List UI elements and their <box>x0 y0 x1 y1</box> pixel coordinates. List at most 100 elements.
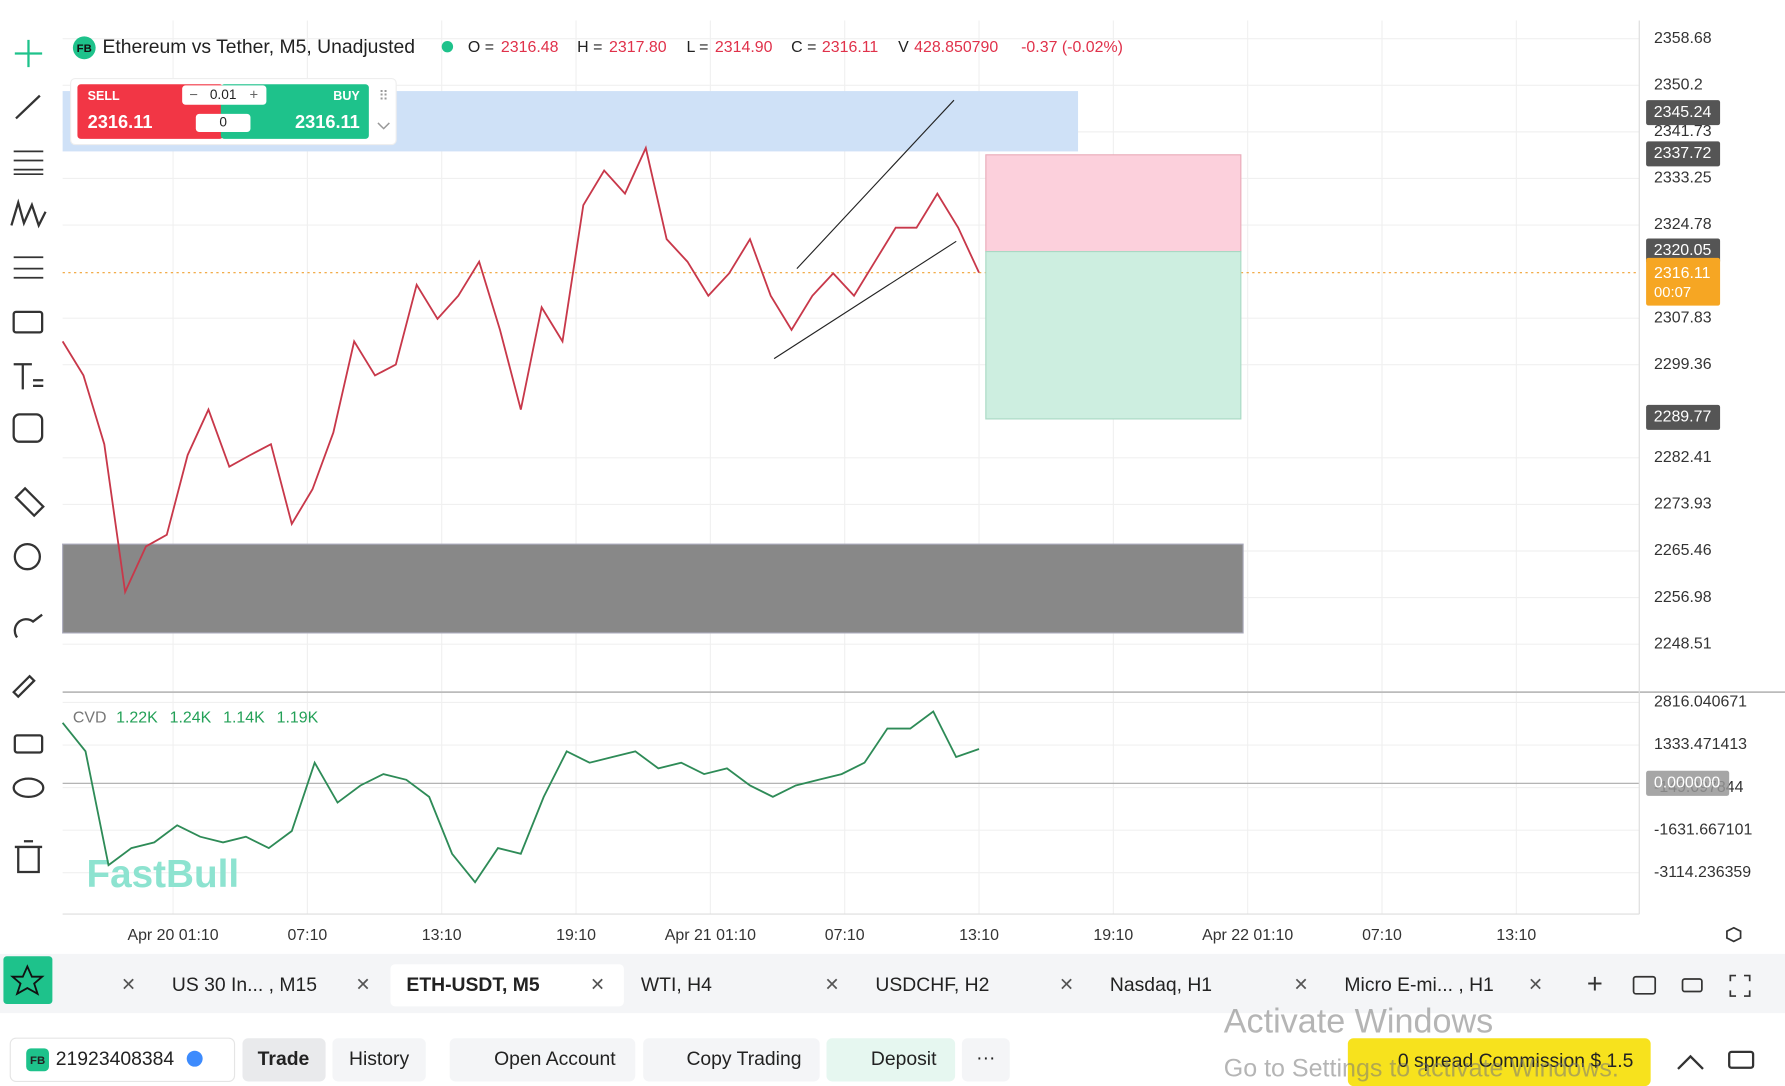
tab-close[interactable]: ✕ <box>1528 975 1543 995</box>
ohlc-value: 2314.90 <box>715 39 773 56</box>
y-tick-label: 1333.471413 <box>1654 736 1747 753</box>
cvd-legend-value: 1.14K <box>223 710 265 727</box>
fib-tool[interactable] <box>13 150 44 176</box>
y-tick-label: 2265.46 <box>1654 542 1712 559</box>
tab-label[interactable]: ETH-USDT, M5 <box>406 974 540 996</box>
x-tick-label: Apr 20 01:10 <box>127 927 218 944</box>
ohlc-label: C = <box>791 39 816 56</box>
zoom-tool[interactable] <box>13 543 42 571</box>
zero-tag <box>1646 770 1730 796</box>
sell-label: SELL <box>88 89 120 103</box>
change: -0.37 (-0.02%) <box>1021 39 1123 56</box>
lot-plus[interactable]: + <box>250 88 259 104</box>
lot-minus[interactable]: − <box>189 88 198 104</box>
promo-banner[interactable] <box>1347 1038 1651 1086</box>
y-tick-label: 2333.25 <box>1654 170 1712 187</box>
window-button[interactable] <box>1681 978 1703 993</box>
tab-label[interactable]: Nasdaq, H1 <box>1110 974 1212 996</box>
open-account-button[interactable] <box>449 1038 636 1082</box>
windows-title: Activate Windows <box>1224 1002 1493 1040</box>
text-tool[interactable] <box>13 363 44 390</box>
deposit-button[interactable] <box>826 1038 956 1082</box>
ohlc-label: O = <box>468 39 494 56</box>
symbol[interactable]: Ethereum vs Tether, M5, Unadjusted <box>102 36 415 58</box>
ohlc-value: 2316.48 <box>501 39 559 56</box>
windows-subtitle: Go to Settings to activate Windows. <box>1224 1055 1619 1083</box>
logo-badge <box>72 36 96 60</box>
tab-close[interactable]: ✕ <box>121 975 136 995</box>
cvd-legend-value: 1.19K <box>277 710 319 727</box>
price-tag-label: 2320.05 <box>1654 242 1712 259</box>
tab-label[interactable]: Micro E-mi... , H1 <box>1344 974 1493 996</box>
fullscreen-button[interactable] <box>1729 974 1751 997</box>
magnet-tool[interactable] <box>13 613 43 639</box>
tab-label[interactable]: USDCHF, H2 <box>875 974 989 996</box>
ohlc-label: H = <box>577 39 602 56</box>
x-tick-label: 07:10 <box>1362 927 1402 944</box>
visibility-tool[interactable] <box>12 777 45 798</box>
tab-close[interactable]: ✕ <box>825 975 840 995</box>
stop-zone[interactable] <box>985 154 1242 253</box>
plots <box>61 145 980 884</box>
channel-tool[interactable] <box>13 256 44 279</box>
shape-tool[interactable] <box>12 310 44 334</box>
y-tick-label: -1631.667101 <box>1654 821 1752 838</box>
copy-trading-button[interactable] <box>643 1038 820 1082</box>
lock-drawing-tool[interactable] <box>12 674 36 699</box>
tab-label[interactable]: WTI, H4 <box>641 974 712 996</box>
collapse[interactable] <box>377 122 390 130</box>
trend-line[interactable] <box>796 99 955 270</box>
favorites[interactable] <box>3 956 53 1005</box>
x-tick-label: 13:10 <box>422 927 462 944</box>
ohlc-value: 2317.80 <box>609 39 667 56</box>
ohlc-label: V <box>898 39 909 56</box>
buy-label: BUY <box>333 89 360 103</box>
y-tick-label: 2299.36 <box>1654 356 1712 373</box>
account-box[interactable] <box>9 1037 236 1083</box>
line-tool[interactable] <box>15 94 41 120</box>
spread-box <box>195 113 251 133</box>
ruler-tool[interactable] <box>14 486 45 518</box>
x-tick-label: 19:10 <box>556 927 596 944</box>
history-button[interactable] <box>332 1038 426 1082</box>
ohlc-value: 428.850790 <box>914 39 998 56</box>
sticker-tool[interactable] <box>12 413 44 443</box>
x-tick-label: Apr 22 01:10 <box>1202 927 1293 944</box>
tab-close[interactable]: ✕ <box>1059 975 1074 995</box>
settings[interactable] <box>1726 926 1742 943</box>
current-price-label: 2316.11 <box>1654 265 1711 282</box>
add-tab[interactable]: + <box>1587 968 1603 999</box>
tab-label[interactable]: US 30 In... , M15 <box>172 974 317 996</box>
expand-button[interactable] <box>1677 1054 1704 1070</box>
layout-button[interactable] <box>1632 975 1657 995</box>
verified <box>186 1050 203 1067</box>
demand-zone[interactable] <box>62 543 1244 634</box>
tab-close[interactable]: ✕ <box>1294 975 1309 995</box>
pattern-tool[interactable] <box>10 198 47 229</box>
delete-tool[interactable] <box>14 840 43 874</box>
more-button[interactable] <box>961 1038 1010 1082</box>
cvd-legend: 1.22K 1.24K 1.14K 1.19K <box>116 710 318 727</box>
drag-handle[interactable]: ⠿ <box>379 88 389 103</box>
status-dot <box>441 40 454 53</box>
target-zone[interactable] <box>985 251 1242 420</box>
account-logo: FB <box>30 1055 45 1067</box>
ohlc-label: L = <box>686 39 708 56</box>
tab-close[interactable]: ✕ <box>590 975 605 995</box>
panel-button[interactable] <box>1728 1050 1755 1069</box>
cvd-legend-value: 1.22K <box>116 710 158 727</box>
trend-line[interactable] <box>773 240 957 360</box>
x-tick-label: 07:10 <box>287 927 327 944</box>
trade-button[interactable] <box>242 1038 326 1082</box>
tab-close[interactable]: ✕ <box>356 975 371 995</box>
crosshair-tool[interactable] <box>14 39 43 68</box>
price-tag-label: 2289.77 <box>1654 409 1712 426</box>
x-tick-label: 13:10 <box>959 927 999 944</box>
lot-box[interactable] <box>182 85 267 105</box>
lock-tool[interactable] <box>13 734 44 754</box>
history: History <box>349 1048 410 1070</box>
y-tick-label: 2248.51 <box>1654 635 1712 652</box>
